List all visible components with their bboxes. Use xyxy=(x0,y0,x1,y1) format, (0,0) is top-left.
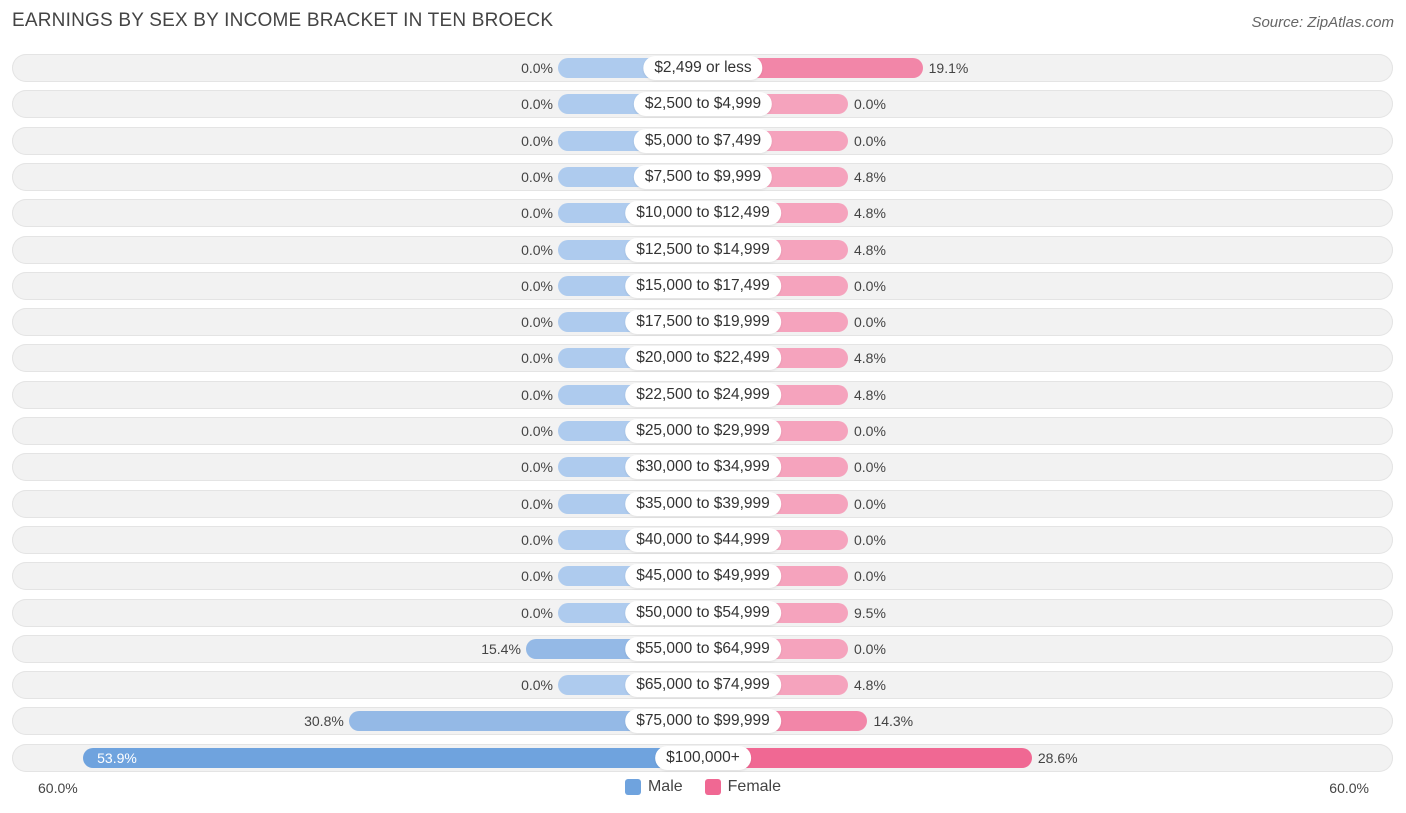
male-value-label: 53.9% xyxy=(97,749,137,766)
source-label: Source: ZipAtlas.com xyxy=(1251,14,1394,31)
female-value-label: 4.8% xyxy=(854,241,886,258)
male-value-label: 0.0% xyxy=(521,459,553,476)
category-label: $12,500 to $14,999 xyxy=(625,237,781,262)
female-value-label: 0.0% xyxy=(854,132,886,149)
female-value-label: 4.8% xyxy=(854,386,886,403)
category-label: $10,000 to $12,499 xyxy=(625,201,781,226)
female-value-label: 19.1% xyxy=(928,60,969,76)
male-value-label: 0.0% xyxy=(521,568,553,585)
female-value-label: 4.8% xyxy=(854,350,886,367)
male-value-label: 0.0% xyxy=(521,677,553,694)
legend-label-male: Male xyxy=(647,778,683,795)
category-label: $75,000 to $99,999 xyxy=(625,709,781,734)
category-label: $20,000 to $22,499 xyxy=(625,346,781,371)
axis-left-label: 60.0% xyxy=(38,780,78,796)
category-label: $40,000 to $44,999 xyxy=(625,527,781,552)
male-value-label: 0.0% xyxy=(521,205,553,222)
female-value-label: 28.6% xyxy=(1037,749,1078,766)
chart-title: EARNINGS BY SEX BY INCOME BRACKET IN TEN… xyxy=(12,10,554,31)
category-label: $30,000 to $34,999 xyxy=(625,455,781,480)
male-value-label: 0.0% xyxy=(521,604,553,621)
female-swatch-icon xyxy=(704,779,721,795)
female-value-label: 9.5% xyxy=(854,604,886,621)
male-value-label: 0.0% xyxy=(521,495,553,512)
male-value-label: 0.0% xyxy=(521,423,553,439)
female-value-label: 14.3% xyxy=(873,713,914,730)
female-value-label: 0.0% xyxy=(854,423,886,439)
female-value-label: 0.0% xyxy=(854,495,886,512)
male-value-label: 0.0% xyxy=(521,241,553,258)
category-label: $65,000 to $74,999 xyxy=(625,673,781,698)
category-label: $7,500 to $9,999 xyxy=(633,164,773,189)
female-value-label: 0.0% xyxy=(854,277,886,294)
female-value-label: 0.0% xyxy=(854,640,886,657)
male-value-label: 0.0% xyxy=(521,386,553,403)
category-label: $17,500 to $19,999 xyxy=(625,310,781,335)
male-value-label: 0.0% xyxy=(521,132,553,149)
male-value-label: 0.0% xyxy=(521,277,553,294)
legend: Male Female xyxy=(0,778,1406,796)
male-value-label: 0.0% xyxy=(521,531,553,548)
female-value-label: 0.0% xyxy=(854,96,886,113)
male-value-label: 0.0% xyxy=(521,96,553,113)
female-value-label: 0.0% xyxy=(854,459,886,476)
male-value-label: 0.0% xyxy=(521,350,553,367)
female-value-label: 0.0% xyxy=(854,314,886,331)
axis-right-label: 60.0% xyxy=(1329,780,1369,796)
male-value-label: 0.0% xyxy=(521,60,553,76)
category-label: $50,000 to $54,999 xyxy=(625,600,781,625)
male-swatch-icon xyxy=(624,779,641,795)
category-label: $5,000 to $7,499 xyxy=(633,128,773,153)
male-bar[interactable] xyxy=(83,747,703,768)
legend-label-female: Female xyxy=(727,778,782,795)
female-value-label: 0.0% xyxy=(854,531,886,548)
male-value-label: 0.0% xyxy=(521,314,553,331)
legend-item-female[interactable]: Female xyxy=(704,778,782,796)
male-value-label: 15.4% xyxy=(481,640,521,657)
male-value-label: 0.0% xyxy=(521,168,553,185)
category-label: $15,000 to $17,499 xyxy=(625,273,781,298)
female-bar[interactable] xyxy=(703,747,1032,768)
male-value-label: 30.8% xyxy=(304,713,344,730)
category-label: $25,000 to $29,999 xyxy=(625,419,781,443)
category-label: $2,500 to $4,999 xyxy=(633,92,773,117)
female-value-label: 4.8% xyxy=(854,677,886,694)
legend-item-male[interactable]: Male xyxy=(624,778,683,796)
category-label: $22,500 to $24,999 xyxy=(625,382,781,407)
category-label: $45,000 to $49,999 xyxy=(625,564,781,589)
female-value-label: 4.8% xyxy=(854,168,886,185)
category-label: $100,000+ xyxy=(655,745,751,770)
male-bar[interactable] xyxy=(348,711,703,732)
category-label: $2,499 or less xyxy=(643,56,763,80)
category-label: $35,000 to $39,999 xyxy=(625,491,781,516)
category-label: $55,000 to $64,999 xyxy=(625,636,781,661)
female-value-label: 4.8% xyxy=(854,205,886,222)
female-value-label: 0.0% xyxy=(854,568,886,585)
